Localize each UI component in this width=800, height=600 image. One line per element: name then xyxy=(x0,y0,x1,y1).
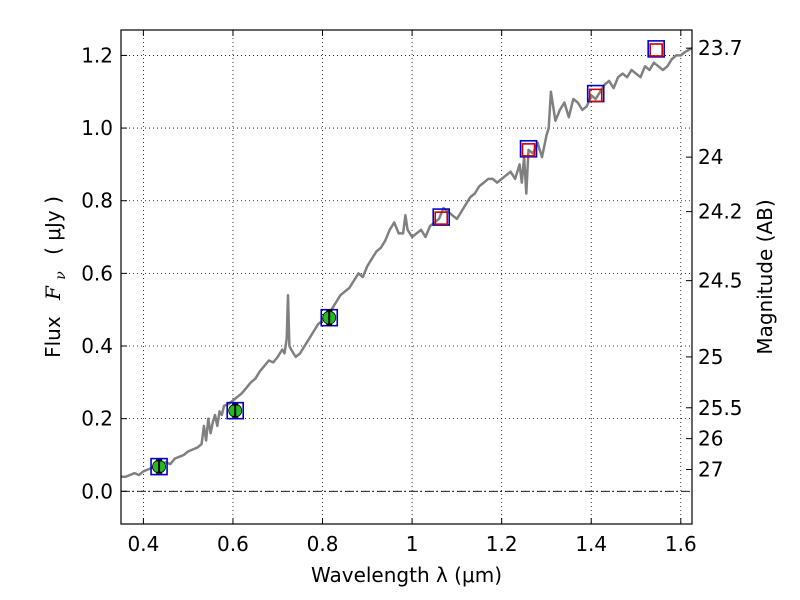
x-tick-label: 0.4 xyxy=(127,532,159,556)
y2-tick-label: 23.7 xyxy=(698,36,743,60)
y-tick-label: 0.4 xyxy=(81,334,113,358)
x-tick-label: 1.4 xyxy=(575,532,607,556)
y-tick-label: 1.2 xyxy=(81,43,113,67)
y2-tick-label: 25 xyxy=(698,345,723,369)
spectrum-line xyxy=(121,47,693,479)
observed-flux-square xyxy=(521,143,536,157)
x-tick-label: 1.6 xyxy=(665,532,697,556)
y2-tick-label: 27 xyxy=(698,458,723,482)
x-tick-label: 1 xyxy=(406,532,419,556)
model-flux-square xyxy=(519,139,538,158)
y-tick-label: 0.0 xyxy=(81,479,113,503)
y2-axis-title: Magnitude (AB) xyxy=(753,199,777,354)
model-flux-square xyxy=(226,401,244,420)
y2-tick-label: 24 xyxy=(698,145,723,169)
y2-tick-label: 24.5 xyxy=(698,269,743,293)
model-flux-square xyxy=(647,40,665,58)
y2-tick-label: 25.5 xyxy=(698,396,743,420)
plot-frame xyxy=(120,29,693,525)
model-flux-square xyxy=(432,208,451,226)
y-tick-label: 0.2 xyxy=(81,407,113,431)
x-tick-label: 1.2 xyxy=(486,532,518,556)
y2-tick-label: 26 xyxy=(698,427,723,451)
tick-labels: 0.4 0.6 0.8 1 1.2 1.4 1.6 0.0 0.2 0.4 0.6 0.8 1.0 1.2… xyxy=(81,36,742,556)
y-axis-title-symbol: F xyxy=(41,285,65,301)
grid-lines xyxy=(121,30,692,524)
y-axis-title: Flux F ν ( μJy ) xyxy=(41,196,70,358)
x-tick-label: 0.8 xyxy=(307,532,339,556)
axis-ticks xyxy=(121,30,692,524)
observed-flux-square xyxy=(588,88,603,103)
observed-flux-square xyxy=(434,211,449,225)
y2-tick-label: 24.2 xyxy=(698,200,743,224)
y-tick-label: 0.8 xyxy=(81,189,113,213)
data-points-layer xyxy=(150,40,665,476)
y-axis-title-suffix: ( μJy ) xyxy=(41,196,65,255)
y-tick-label: 0.6 xyxy=(81,261,113,285)
x-axis-title: Wavelength λ (μm) xyxy=(311,563,502,587)
y-axis-title-prefix: Flux xyxy=(41,316,65,358)
observed-flux-square xyxy=(649,43,663,57)
y-tick-label: 1.0 xyxy=(81,116,113,140)
y-axis-title-subscript: ν xyxy=(53,271,69,280)
spectrum-layer xyxy=(121,47,693,479)
model-flux-square xyxy=(150,457,168,476)
x-tick-label: 0.6 xyxy=(217,532,249,556)
